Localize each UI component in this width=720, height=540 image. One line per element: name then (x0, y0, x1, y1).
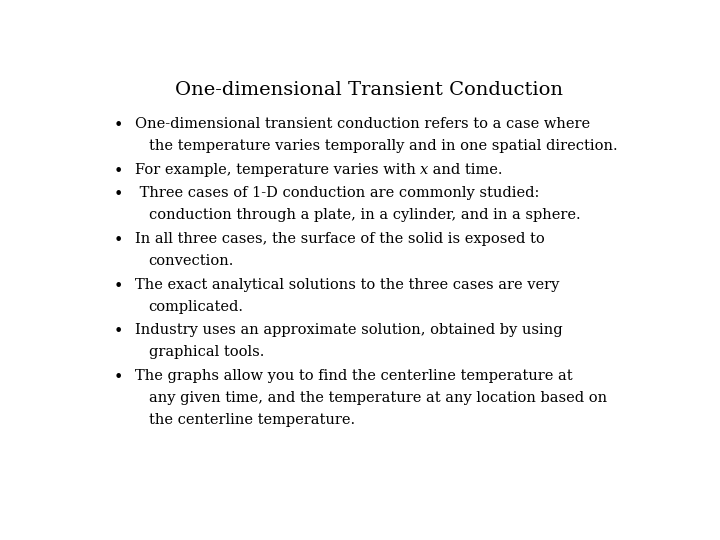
Text: One-dimensional Transient Conduction: One-dimensional Transient Conduction (175, 82, 563, 99)
Text: any given time, and the temperature at any location based on: any given time, and the temperature at a… (148, 391, 607, 405)
Text: One-dimensional transient conduction refers to a case where: One-dimensional transient conduction ref… (135, 117, 590, 131)
Text: x: x (420, 163, 428, 177)
Text: •: • (113, 232, 122, 249)
Text: Three cases of 1-D conduction are commonly studied:: Three cases of 1-D conduction are common… (135, 186, 539, 200)
Text: The graphs allow you to find the centerline temperature at: The graphs allow you to find the centerl… (135, 369, 572, 383)
Text: complicated.: complicated. (148, 300, 243, 314)
Text: the temperature varies temporally and in one spatial direction.: the temperature varies temporally and in… (148, 139, 617, 153)
Text: •: • (113, 323, 122, 340)
Text: •: • (113, 117, 122, 134)
Text: •: • (113, 369, 122, 386)
Text: graphical tools.: graphical tools. (148, 346, 264, 360)
Text: •: • (113, 186, 122, 203)
Text: convection.: convection. (148, 254, 234, 268)
Text: •: • (113, 163, 122, 179)
Text: For example, temperature varies with: For example, temperature varies with (135, 163, 420, 177)
Text: conduction through a plate, in a cylinder, and in a sphere.: conduction through a plate, in a cylinde… (148, 208, 580, 222)
Text: and time.: and time. (428, 163, 503, 177)
Text: In all three cases, the surface of the solid is exposed to: In all three cases, the surface of the s… (135, 232, 544, 246)
Text: the centerline temperature.: the centerline temperature. (148, 413, 355, 427)
Text: •: • (113, 278, 122, 295)
Text: The exact analytical solutions to the three cases are very: The exact analytical solutions to the th… (135, 278, 559, 292)
Text: Industry uses an approximate solution, obtained by using: Industry uses an approximate solution, o… (135, 323, 562, 338)
